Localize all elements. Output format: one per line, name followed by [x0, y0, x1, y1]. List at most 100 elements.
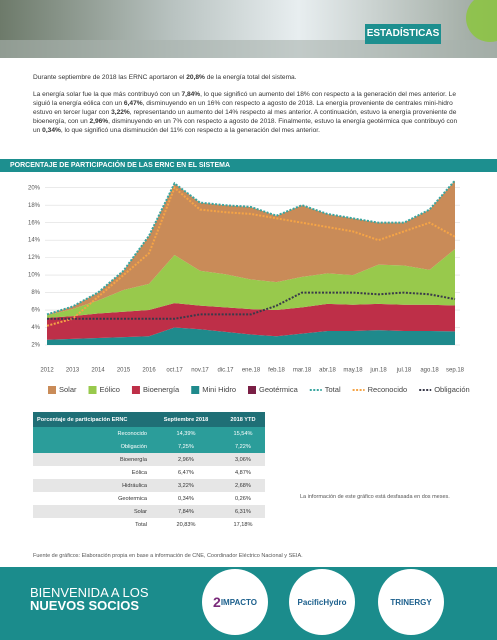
section-label: ESTADÍSTICAS: [365, 24, 441, 44]
note: La información de este gráfico está desf…: [300, 494, 450, 500]
legend-label: Total: [325, 385, 341, 394]
y-tick-label: 18%: [28, 203, 41, 209]
line: [46, 186, 456, 327]
x-tick-label: oct.17: [166, 368, 183, 374]
plot: [46, 179, 456, 363]
y-tick-label: 20%: [28, 185, 41, 191]
logo-name: IMPACTO: [220, 597, 257, 607]
x-tick-label: feb.18: [268, 368, 285, 374]
footer-title: NUEVOS SOCIOS: [30, 598, 140, 613]
table-row: Bioenergía 2,96% 3,06%: [33, 453, 265, 466]
y-tick-label: 14%: [28, 238, 41, 244]
text: , lo que significó un aumento del 18% co…: [33, 91, 457, 107]
highlight: 20,8%: [186, 74, 205, 81]
cell: 4,87%: [235, 469, 251, 476]
line: [46, 179, 456, 316]
x-tick-label: sep.18: [446, 368, 465, 374]
logo: TRINERGY: [378, 569, 444, 635]
text: , representando un aumento del 14% respe…: [33, 109, 457, 125]
legend-swatch: [131, 386, 140, 394]
area: [47, 303, 455, 340]
cell: Obligación: [33, 440, 151, 453]
highlight: 7,84%: [181, 91, 201, 98]
x-tick-label: 2014: [91, 368, 105, 374]
cell: 14,39%: [151, 427, 221, 440]
y-tick-label: 4%: [31, 325, 40, 331]
text: , disminuyendo en un 7% con respecto a a…: [33, 118, 458, 134]
table-row: Solar 7,84% 6,31%: [33, 505, 265, 518]
area: [47, 248, 455, 318]
logo-name: PacificHydro: [297, 597, 347, 607]
x-tick-label: jun.18: [369, 368, 387, 374]
cell: Geotermica: [118, 495, 147, 502]
text: Durante septiembre de 2018 las ERNC apor…: [33, 74, 187, 81]
highlight: 3,22%: [111, 109, 130, 116]
source: Fuente de gráficos: Elaboración propia e…: [33, 553, 303, 559]
x-tick-label: abr.18: [319, 368, 336, 374]
highlight: 6,47%: [123, 100, 143, 107]
cell: Solar: [33, 505, 151, 518]
logo-name: TRINERGY: [390, 597, 432, 607]
legend-label: Solar: [59, 385, 77, 394]
legend-label: Mini Hidro: [202, 385, 236, 394]
legend-swatch: [48, 386, 56, 394]
cell: 2,96%: [151, 453, 221, 466]
text: de la energía total del sistema.: [204, 74, 297, 81]
cell: 7,22%: [220, 440, 265, 453]
logo-prefix: 2: [213, 594, 221, 610]
cell: Hidráulica: [33, 479, 151, 492]
paragraph: Durante septiembre de 2018 las ERNC apor…: [33, 73, 465, 82]
highlight: 0,34%: [42, 127, 61, 134]
legend-label: Geotérmica: [259, 385, 299, 394]
cell: 2,68%: [220, 479, 265, 492]
cell: 3,06%: [220, 453, 265, 466]
footer-title: BIENVENIDA A LOS: [30, 585, 149, 600]
x-tick-label: may.18: [343, 368, 363, 374]
x-tick-label: 2013: [66, 368, 80, 374]
header-cell: Septiembre 2018: [151, 412, 221, 427]
cell: 7,84%: [151, 505, 221, 518]
legend-swatch: [248, 386, 256, 394]
y-tick-label: 16%: [28, 220, 41, 226]
cell: 0,34%: [178, 495, 194, 502]
table-header: Porcentaje de participación ERNC Septiemb…: [33, 412, 265, 427]
paragraph: La energía solar fue la que más contribu…: [33, 90, 465, 135]
area: [47, 327, 455, 345]
line: [47, 291, 456, 320]
legend-swatch: [88, 386, 97, 394]
x-tick-label: jul.18: [396, 368, 412, 374]
cell: Total: [135, 521, 147, 528]
text: La energía solar fue la que más contribu…: [33, 91, 182, 98]
table-row: Obligación 7,25% 7,22%: [33, 440, 265, 453]
cell: 7,25%: [151, 440, 221, 453]
table-row: Geotermica 0,34% 0,26%: [33, 492, 265, 505]
y-tick-label: 8%: [31, 290, 40, 296]
cell: 17,18%: [233, 521, 253, 528]
cell: 0,26%: [235, 495, 251, 502]
legend-swatch: [191, 386, 200, 394]
chart-title: PORCENTAJE DE PARTICIPACIÓN DE LAS ERNC …: [0, 159, 497, 172]
table: Porcentaje de participación ERNC Septiemb…: [33, 412, 265, 531]
table-row: Hidráulica 3,22% 2,68%: [33, 479, 265, 492]
x-tick-label: 2015: [117, 368, 131, 374]
x-tick-label: 2016: [142, 368, 156, 374]
legend-label: Reconocido: [368, 385, 408, 394]
text: , lo que significó una disminución del 1…: [60, 127, 320, 134]
y-tick-label: 2%: [31, 343, 40, 349]
table-row: Reconocido 14,39% 15,54%: [33, 427, 265, 440]
cell: 15,54%: [220, 427, 265, 440]
y-tick-label: 10%: [28, 273, 41, 279]
cell: Bioenergía: [33, 453, 151, 466]
table-row: Eólica 6,47% 4,87%: [33, 466, 265, 479]
legend-label: Eólico: [100, 385, 120, 394]
area: [47, 360, 455, 363]
cell: 20,83%: [176, 521, 196, 528]
y-tick-label: 12%: [28, 255, 41, 261]
header-cell: 2018 YTD: [220, 412, 265, 427]
x-tick-label: 2012: [40, 368, 54, 374]
legend-label: Bioenergía: [143, 385, 180, 394]
cell: 3,22%: [151, 479, 221, 492]
header-cell: Porcentaje de participación ERNC: [33, 412, 151, 427]
x-tick-label: nov.17: [191, 368, 209, 374]
